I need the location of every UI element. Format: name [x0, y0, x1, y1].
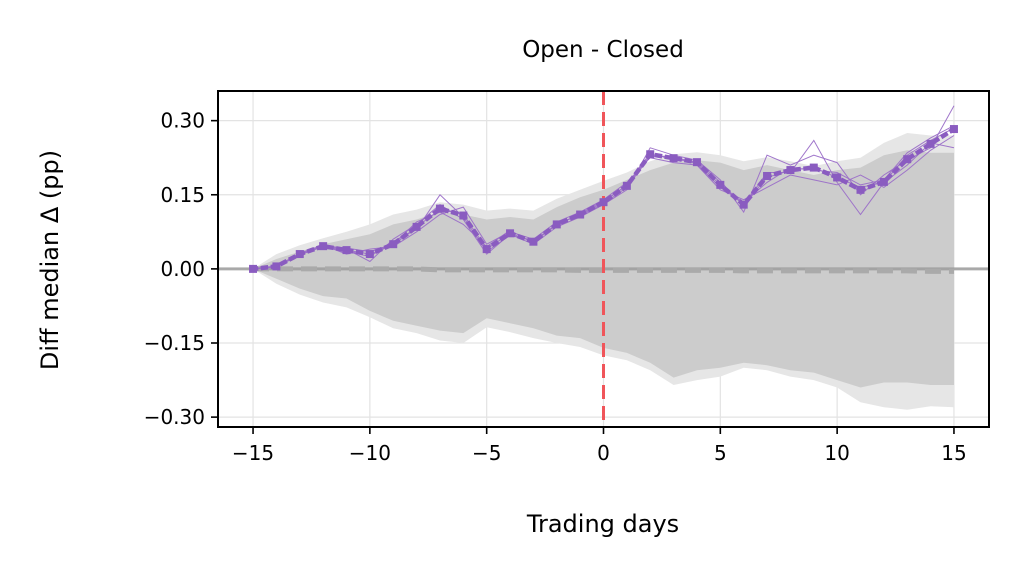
median-point [319, 242, 328, 251]
median-point [809, 163, 818, 172]
median-point [552, 220, 561, 229]
median-point [926, 139, 935, 148]
x-tick-label: 5 [714, 441, 727, 465]
median-point [669, 154, 678, 163]
median-point [576, 210, 585, 219]
median-point [389, 240, 398, 249]
median-point [365, 250, 374, 259]
median-point [949, 125, 958, 134]
median-point [482, 245, 491, 254]
median-group [249, 125, 958, 273]
x-tick-label: −15 [232, 441, 274, 465]
median-point [622, 181, 631, 190]
median-point [692, 158, 701, 167]
median-point [763, 171, 772, 180]
median-point [716, 180, 725, 189]
median-point [856, 185, 865, 194]
median-point [903, 155, 912, 164]
median-point [599, 198, 608, 207]
median-point [459, 211, 468, 220]
y-tick-label: 0.00 [160, 257, 205, 281]
plot-area [218, 91, 989, 427]
median-point [272, 262, 281, 271]
median-point [739, 200, 748, 209]
y-tick-label: 0.15 [160, 183, 205, 207]
x-tick-label: 10 [824, 441, 849, 465]
y-tick-label: −0.15 [144, 331, 205, 355]
median-point [646, 150, 655, 159]
median-point [529, 237, 538, 246]
median-point [506, 229, 515, 238]
x-tick-label: 15 [941, 441, 966, 465]
median-point [412, 222, 421, 231]
x-tick-label: −5 [472, 441, 501, 465]
median-point [249, 264, 258, 273]
x-tick-label: 0 [597, 441, 610, 465]
y-tick-label: −0.30 [144, 405, 205, 429]
median-point [833, 173, 842, 182]
median-point [342, 246, 351, 255]
x-axis: −15 −10 −5 0 5 10 15 [232, 427, 967, 465]
y-axis: 0.30 0.15 0.00 −0.15 −0.30 [144, 109, 218, 429]
y-tick-label: 0.30 [160, 109, 205, 133]
x-tick-label: −10 [349, 441, 391, 465]
median-point [435, 204, 444, 213]
chart-title: Open - Closed [522, 37, 684, 63]
median-point [879, 177, 888, 186]
x-axis-label: Trading days [526, 510, 679, 538]
y-axis-label: Diff median Δ (pp) [36, 150, 64, 370]
median-point [786, 166, 795, 175]
median-point [295, 250, 304, 259]
